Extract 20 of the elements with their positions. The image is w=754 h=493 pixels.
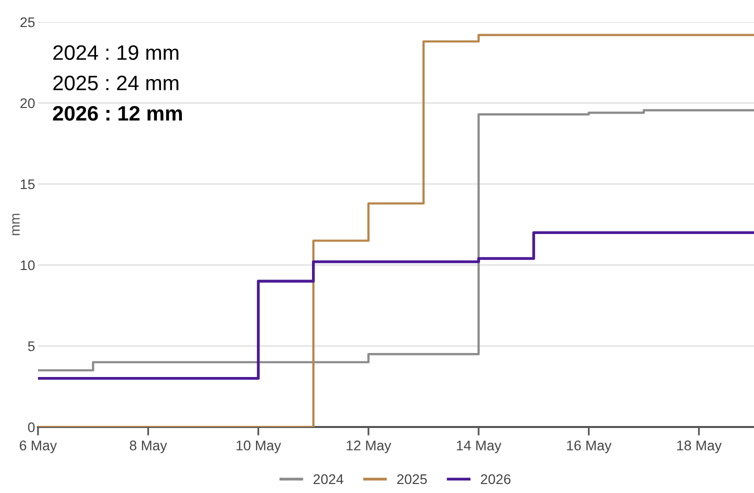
y-tick-label: 20 <box>20 98 35 108</box>
y-tick-label: 25 <box>20 17 35 28</box>
legend-label: 2024 <box>314 474 344 484</box>
x-tick-label: 14 May <box>456 440 502 454</box>
legend-label: 2026 <box>480 474 510 484</box>
annotation: 2024 : 19 mm <box>53 45 178 60</box>
x-tick-label: 10 May <box>236 440 282 454</box>
y-tick-label: 5 <box>28 341 35 352</box>
x-tick-label: 6 May <box>20 440 57 454</box>
y-tick-label: 15 <box>20 179 35 190</box>
legend-label: 2025 <box>397 474 427 484</box>
annotation: 2025 : 24 mm <box>53 76 178 90</box>
y-tick-label: 0 <box>28 422 35 432</box>
x-tick-label: 16 May <box>567 440 612 454</box>
y-tick-label: 10 <box>20 260 35 270</box>
annotation: 2026 : 12 mm <box>53 106 182 121</box>
x-tick-label: 18 May <box>677 440 722 454</box>
x-tick-label: 8 May <box>130 440 168 454</box>
x-tick-label: 12 May <box>346 440 392 454</box>
y-axis-title: mm <box>12 214 20 236</box>
